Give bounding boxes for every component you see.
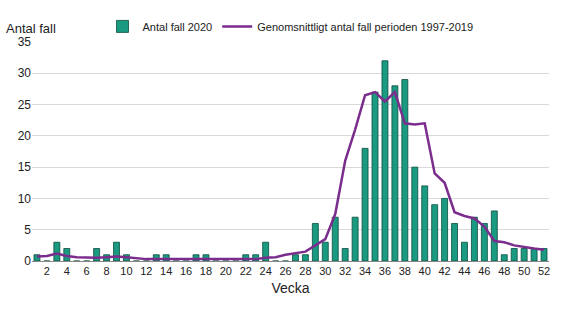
svg-text:Antal fall: Antal fall (6, 21, 56, 36)
svg-text:24: 24 (260, 265, 272, 277)
svg-text:5: 5 (24, 223, 31, 237)
svg-text:30: 30 (319, 265, 331, 277)
svg-text:34: 34 (359, 265, 371, 277)
svg-text:2: 2 (44, 265, 50, 277)
svg-text:Genomsnittligt antal fall peri: Genomsnittligt antal fall perioden 1997-… (257, 21, 473, 33)
svg-text:0: 0 (24, 254, 31, 268)
svg-text:14: 14 (160, 265, 172, 277)
svg-text:50: 50 (518, 265, 530, 277)
svg-text:20: 20 (220, 265, 232, 277)
svg-text:26: 26 (279, 265, 291, 277)
svg-text:15: 15 (18, 160, 32, 174)
svg-text:20: 20 (18, 129, 32, 143)
svg-text:36: 36 (379, 265, 391, 277)
svg-text:10: 10 (120, 265, 132, 277)
svg-text:4: 4 (64, 265, 70, 277)
svg-text:12: 12 (140, 265, 152, 277)
svg-text:44: 44 (458, 265, 470, 277)
svg-text:42: 42 (438, 265, 450, 277)
svg-text:10: 10 (18, 192, 32, 206)
svg-text:35: 35 (18, 35, 32, 49)
svg-text:22: 22 (240, 265, 252, 277)
svg-text:46: 46 (478, 265, 490, 277)
svg-text:6: 6 (84, 265, 90, 277)
svg-text:40: 40 (419, 265, 431, 277)
svg-text:25: 25 (18, 98, 32, 112)
svg-text:16: 16 (180, 265, 192, 277)
svg-text:30: 30 (18, 66, 32, 80)
svg-text:18: 18 (200, 265, 212, 277)
svg-text:52: 52 (538, 265, 550, 277)
svg-text:8: 8 (104, 265, 110, 277)
svg-text:Vecka: Vecka (271, 280, 309, 296)
svg-text:48: 48 (498, 265, 510, 277)
svg-text:28: 28 (299, 265, 311, 277)
svg-text:Källa: Folkhälsomyndigheten: Källa: Folkhälsomyndigheten (8, 322, 136, 323)
svg-text:Antal fall 2020: Antal fall 2020 (143, 21, 213, 33)
svg-text:38: 38 (399, 265, 411, 277)
svg-text:32: 32 (339, 265, 351, 277)
